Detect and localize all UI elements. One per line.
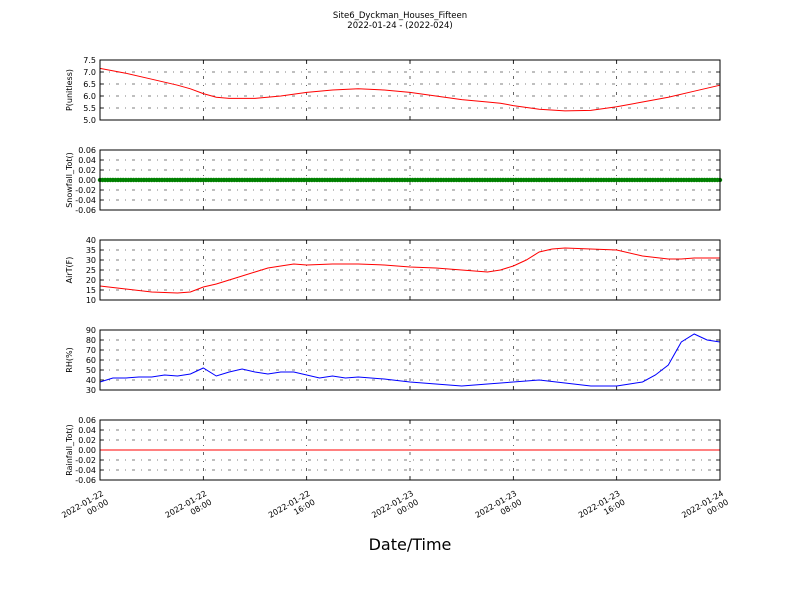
y-tick-label: 80 bbox=[86, 336, 96, 345]
y-tick-label: 0.02 bbox=[78, 436, 96, 445]
y-tick-label: -0.04 bbox=[75, 196, 96, 205]
panel-rainfall: 0.060.040.020.00-0.02-0.04-0.06Rainfall_… bbox=[65, 416, 721, 485]
y-tick-label: 40 bbox=[86, 236, 96, 245]
y-axis-label: Snowfall_Tot() bbox=[65, 152, 74, 208]
y-tick-label: 30 bbox=[86, 256, 96, 265]
y-tick-label: 20 bbox=[86, 276, 96, 285]
x-axis-label: Date/Time bbox=[369, 535, 452, 554]
y-tick-label: 40 bbox=[86, 376, 96, 385]
y-axis-label: RH(%) bbox=[65, 347, 74, 372]
y-axis-label: Rainfall_Tot() bbox=[65, 424, 74, 476]
y-tick-label: 0.04 bbox=[78, 156, 96, 165]
y-tick-label: 0.06 bbox=[78, 146, 96, 155]
axes-frame bbox=[99, 149, 721, 211]
y-tick-label: 90 bbox=[86, 326, 96, 335]
y-tick-label: -0.06 bbox=[75, 206, 96, 215]
y-tick-label: -0.04 bbox=[75, 466, 96, 475]
y-tick-label: 0.02 bbox=[78, 166, 96, 175]
y-axis-label: P(unitless) bbox=[65, 69, 74, 111]
axes-frame bbox=[99, 419, 721, 481]
y-tick-label: 5.0 bbox=[83, 116, 96, 125]
y-tick-label: 25 bbox=[86, 266, 96, 275]
airt-line bbox=[99, 247, 720, 294]
y-tick-label: 60 bbox=[86, 356, 96, 365]
y-tick-label: 0.04 bbox=[78, 426, 96, 435]
y-tick-label: 70 bbox=[86, 346, 96, 355]
y-tick-label: 6.0 bbox=[83, 92, 96, 101]
panel-snowfall: 0.060.040.020.00-0.02-0.04-0.06Snowfall_… bbox=[65, 146, 723, 215]
axes-frame bbox=[99, 59, 721, 121]
p-line bbox=[99, 67, 721, 112]
y-tick-label: 0.00 bbox=[78, 176, 96, 185]
y-tick-label: -0.02 bbox=[75, 456, 96, 465]
y-tick-label: -0.02 bbox=[75, 186, 96, 195]
y-tick-label: -0.06 bbox=[75, 476, 96, 485]
y-tick-label: 0.06 bbox=[78, 416, 96, 425]
y-tick-label: 6.5 bbox=[83, 80, 96, 89]
y-tick-label: 35 bbox=[86, 246, 96, 255]
chart-subtitle: 2022-01-24 - (2022-024) bbox=[347, 21, 452, 31]
y-tick-label: 15 bbox=[86, 286, 96, 295]
y-tick-label: 50 bbox=[86, 366, 96, 375]
y-tick-label: 7.5 bbox=[83, 56, 96, 65]
axes-frame bbox=[99, 329, 721, 391]
chart-title: Site6_Dyckman_Houses_Fifteen bbox=[333, 11, 467, 21]
axes-frame bbox=[99, 239, 721, 301]
y-tick-label: 7.0 bbox=[83, 68, 96, 77]
panels: 7.57.06.56.05.55.0P(unitless)0.060.040.0… bbox=[60, 56, 730, 520]
y-tick-label: 5.5 bbox=[83, 104, 96, 113]
panel-p: 7.5 7.0 6.5 6.0 5.5 5.0 P(unitless) bbox=[65, 56, 721, 125]
y-axis-label: AirT(F) bbox=[65, 257, 74, 284]
rh-line bbox=[99, 333, 721, 387]
y-tick-label: 0.00 bbox=[78, 446, 96, 455]
y-tick-label: 10 bbox=[86, 296, 96, 305]
y-tick-label: 30 bbox=[86, 386, 96, 395]
